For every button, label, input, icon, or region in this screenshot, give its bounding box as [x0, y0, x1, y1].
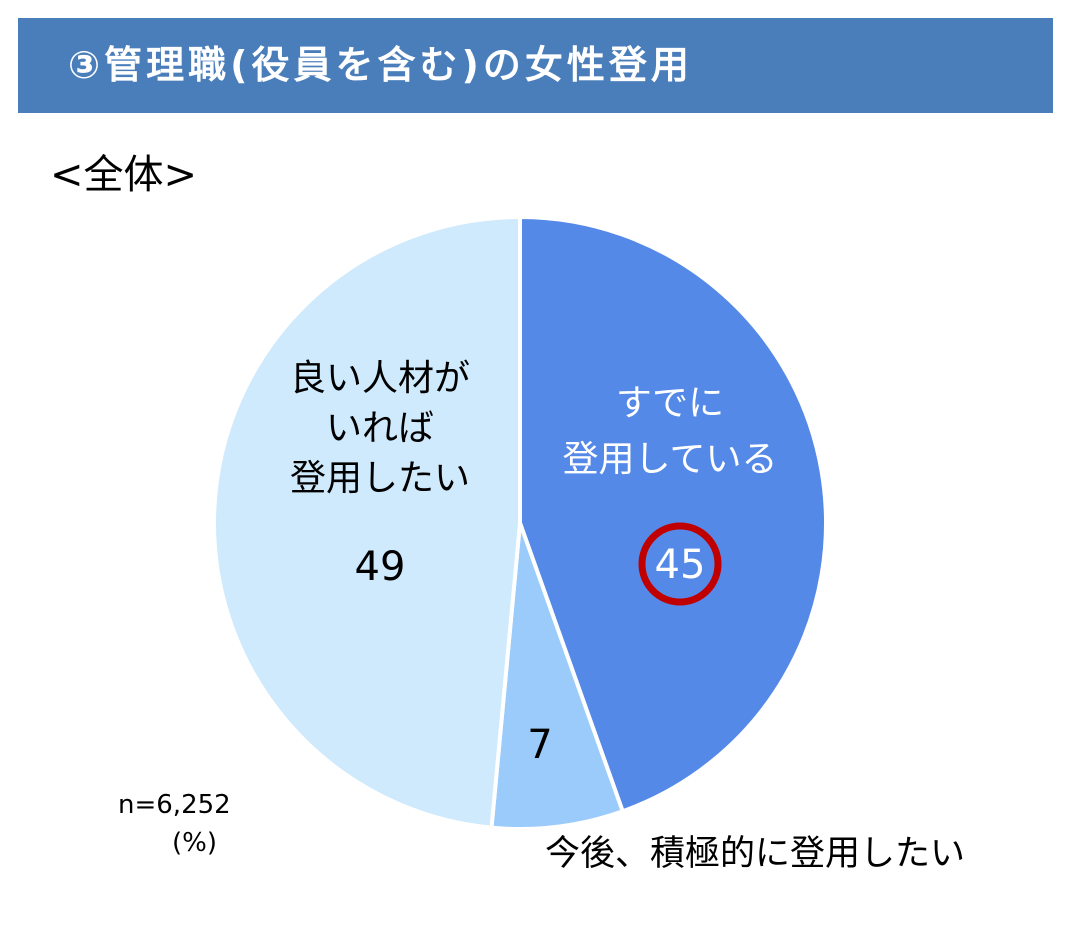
- title-banner: ③管理職(役員を含む)の女性登用: [18, 18, 1053, 113]
- slice-label: すでに登用している: [563, 383, 778, 480]
- slice-label: 今後、積極的に登用したい: [545, 834, 965, 874]
- chart-title: ③管理職(役員を含む)の女性登用: [68, 43, 693, 87]
- slice-value-label: 49: [355, 544, 406, 590]
- pie-slice: [489, 521, 625, 831]
- sample-size-note: n=6,252: [118, 790, 231, 820]
- chart-subtitle: <全体>: [50, 152, 198, 198]
- slice-value-label: 7: [527, 722, 552, 768]
- highlight-ring: [638, 522, 722, 606]
- unit-note: (%): [172, 828, 217, 858]
- pie-slice: [211, 215, 522, 830]
- slice-value-label: 45: [655, 542, 706, 588]
- pie-slice: [518, 215, 828, 814]
- slice-label: 良い人材がいれば登用したい: [290, 358, 470, 499]
